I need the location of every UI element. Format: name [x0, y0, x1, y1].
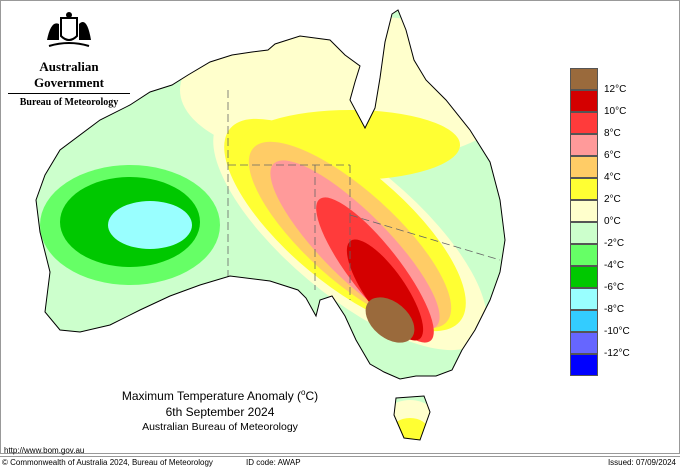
issued-date: Issued: 07/09/2024 — [607, 458, 676, 467]
footer: © Commonwealth of Australia 2024, Bureau… — [0, 456, 680, 467]
legend-label: 4°C — [604, 172, 621, 183]
legend-swatch — [570, 244, 598, 266]
legend-swatch — [570, 310, 598, 332]
legend-label: 8°C — [604, 128, 621, 139]
legend-label: 12°C — [604, 84, 627, 95]
legend-label: -4°C — [604, 260, 625, 271]
legend-swatch — [570, 288, 598, 310]
legend-label: -6°C — [604, 282, 625, 293]
coat-of-arms-icon — [47, 12, 91, 47]
bureau-name: Bureau of Meteorology — [19, 97, 119, 108]
anomaly-minus8-region — [108, 201, 192, 249]
legend-swatch — [570, 156, 598, 178]
legend-swatch — [570, 90, 598, 112]
legend-label: 10°C — [604, 106, 627, 117]
legend-label: -10°C — [604, 326, 630, 337]
australia-map — [35, 9, 506, 441]
anomaly-12-region — [365, 297, 415, 343]
map-title: Maximum Temperature Anomaly (oC) — [121, 388, 319, 403]
legend-label: 2°C — [604, 194, 621, 205]
legend-swatch — [570, 222, 598, 244]
legend-swatch — [570, 266, 598, 288]
legend-swatch — [570, 68, 598, 90]
id-code: ID code: AWAP — [246, 458, 301, 467]
legend-swatch — [570, 200, 598, 222]
legend-label: -2°C — [604, 238, 625, 249]
legend-label: -8°C — [604, 304, 625, 315]
legend-swatch — [570, 134, 598, 156]
legend-label: 0°C — [604, 216, 621, 227]
map-title-block: Maximum Temperature Anomaly (oC) 6th Sep… — [110, 388, 330, 435]
copyright: © Commonwealth of Australia 2024, Bureau… — [2, 458, 213, 467]
government-logo: Australian Government Bureau of Meteorol… — [8, 10, 130, 108]
legend-label: -12°C — [604, 348, 630, 359]
color-legend: 12°C 10°C 8°C 6°C 4°C 2°C 0°C -2°C -4°C -6°C -8°C -… — [570, 68, 630, 376]
map-date: 6th September 2024 — [165, 405, 275, 419]
legend-swatch — [570, 112, 598, 134]
legend-swatch — [570, 178, 598, 200]
website-link[interactable]: http://www.bom.gov.au — [4, 446, 85, 455]
legend-label: 6°C — [604, 150, 621, 161]
legend-swatch — [570, 332, 598, 354]
map-source: Australian Bureau of Meteorology — [142, 421, 298, 433]
legend-swatch — [570, 354, 598, 376]
government-name: Australian Government — [8, 59, 130, 94]
